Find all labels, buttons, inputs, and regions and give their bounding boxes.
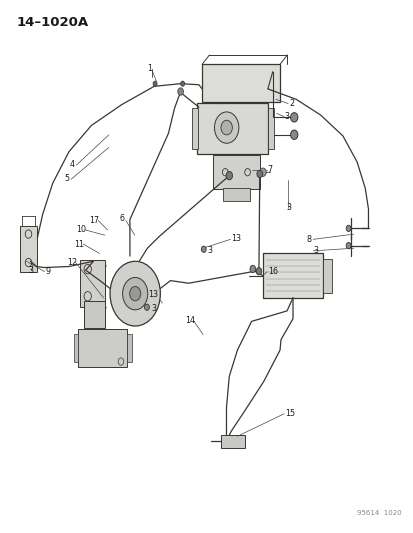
Circle shape xyxy=(256,268,261,275)
Circle shape xyxy=(177,88,183,95)
Circle shape xyxy=(221,120,232,135)
Text: 13: 13 xyxy=(231,235,241,244)
Text: 17: 17 xyxy=(89,216,99,225)
Bar xyxy=(213,155,259,189)
Bar xyxy=(77,329,127,367)
Bar xyxy=(83,302,104,328)
Bar xyxy=(322,259,331,293)
Circle shape xyxy=(256,170,262,177)
Text: 13: 13 xyxy=(148,289,158,298)
Text: 6: 6 xyxy=(119,214,124,223)
Circle shape xyxy=(259,168,266,176)
Circle shape xyxy=(290,130,297,140)
Bar xyxy=(20,226,36,272)
Text: 3: 3 xyxy=(207,246,212,255)
Text: 10: 10 xyxy=(76,225,86,235)
Circle shape xyxy=(144,304,149,310)
Bar xyxy=(74,334,78,361)
Text: 2: 2 xyxy=(288,99,293,108)
Bar xyxy=(127,334,132,361)
Text: 3: 3 xyxy=(285,204,290,213)
Text: 12: 12 xyxy=(67,258,77,267)
Bar xyxy=(192,108,197,149)
Text: 7: 7 xyxy=(267,165,272,174)
Bar xyxy=(202,64,279,102)
Circle shape xyxy=(122,278,147,310)
Text: 8: 8 xyxy=(306,235,311,244)
Text: 11: 11 xyxy=(74,239,84,248)
Circle shape xyxy=(249,265,255,273)
Bar xyxy=(223,188,249,201)
Text: 3: 3 xyxy=(313,246,318,255)
Text: 14–1020A: 14–1020A xyxy=(16,16,88,29)
Circle shape xyxy=(110,261,160,326)
Text: 3: 3 xyxy=(28,266,33,275)
Text: 4: 4 xyxy=(70,160,75,169)
Circle shape xyxy=(225,172,232,180)
Circle shape xyxy=(180,81,184,86)
Bar xyxy=(79,260,104,306)
Circle shape xyxy=(214,112,238,143)
Circle shape xyxy=(129,287,140,301)
Text: 16: 16 xyxy=(267,267,277,276)
Text: 3: 3 xyxy=(284,112,289,121)
Text: 14: 14 xyxy=(185,316,195,325)
Circle shape xyxy=(345,225,350,231)
Circle shape xyxy=(345,243,350,249)
Text: 9: 9 xyxy=(46,267,51,276)
Text: 1: 1 xyxy=(147,64,152,73)
Bar xyxy=(221,435,244,448)
Text: 5: 5 xyxy=(64,174,69,183)
Bar xyxy=(267,108,273,149)
Text: 15: 15 xyxy=(285,409,295,418)
Bar xyxy=(262,254,322,298)
Circle shape xyxy=(290,112,297,122)
Circle shape xyxy=(153,81,157,86)
Text: 3: 3 xyxy=(151,304,156,313)
Text: 95614  1020: 95614 1020 xyxy=(356,510,401,516)
Circle shape xyxy=(201,246,206,253)
Bar xyxy=(197,103,267,154)
